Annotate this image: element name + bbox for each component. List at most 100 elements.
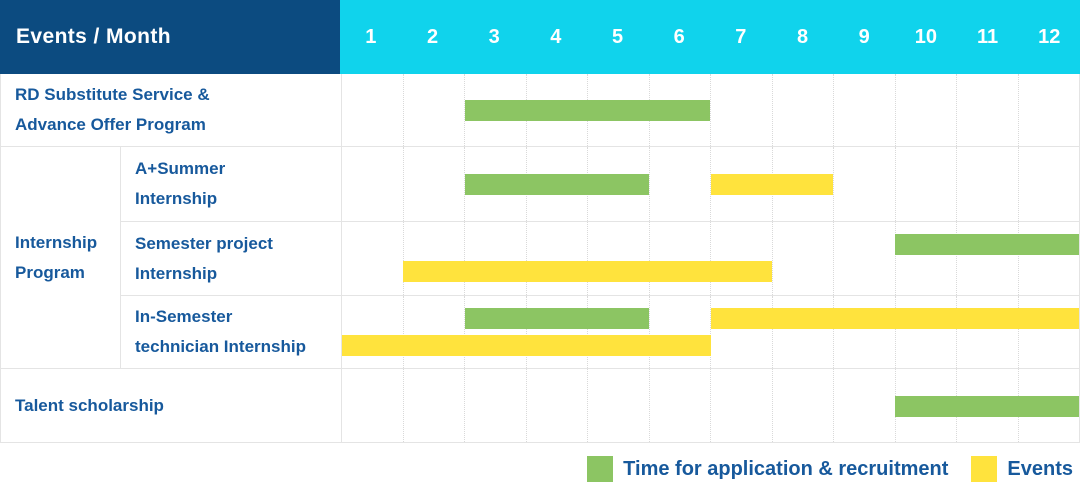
month-grid-cell [464, 296, 526, 368]
header-row: Events / Month 1 2 3 4 5 6 7 8 9 10 11 12 [0, 0, 1080, 74]
month-label-8: 8 [796, 25, 809, 48]
month-grid-cell [342, 296, 403, 368]
events-bar [342, 335, 711, 356]
month-grid-cell [525, 222, 588, 295]
recruitment-bar [894, 395, 1079, 417]
month-grid-cell [342, 74, 403, 146]
events-bar [710, 174, 834, 195]
month-label-1: 1 [365, 25, 377, 48]
legend-label: Time for application & recruitment [623, 457, 949, 480]
chart-row-semester-project-internship [341, 221, 1079, 295]
month-grid-cell [587, 369, 649, 442]
month-grid-cell [464, 222, 526, 295]
month-grid-cell [710, 147, 772, 221]
month-grid-cell [587, 222, 649, 295]
month-grid-cell [1017, 147, 1080, 221]
chart-row-in-semester-technician-internship [341, 295, 1079, 368]
label-line: Talent scholarship [15, 395, 164, 415]
month-label-7: 7 [735, 25, 747, 48]
month-grid-cell [771, 222, 834, 295]
month-label-9: 9 [858, 25, 870, 48]
month-grid-cell [402, 369, 465, 442]
label-line: Internship [15, 232, 98, 252]
month-grid-cell [402, 222, 465, 295]
month-label-5: 5 [611, 25, 624, 48]
month-label-4: 4 [550, 25, 562, 48]
month-grid-cell [402, 296, 465, 368]
recruitment-swatch [587, 456, 614, 482]
month-grid-cell [342, 222, 403, 295]
month-grid-cell [648, 147, 711, 221]
month-grid-cell [771, 296, 834, 368]
events-swatch [971, 456, 998, 482]
row-label-rd-substitute-service: RD Substitute Service & Advance Offer Pro… [1, 74, 341, 146]
month-grid-cell [833, 147, 895, 221]
month-grid-cell [710, 74, 772, 146]
label-line: A+Summer [135, 159, 226, 179]
month-grid-cell [1017, 222, 1080, 295]
chart-row-a-plus-summer-internship [341, 146, 1079, 221]
recruitment-bar [464, 100, 711, 121]
row-label-semester-project-internship: Semester project Internship [121, 221, 341, 295]
chart-row-rd-substitute-service [341, 74, 1079, 146]
month-label-10: 10 [914, 25, 937, 48]
month-gridlines [342, 296, 1079, 368]
month-grid-cell [525, 296, 588, 368]
month-grid-cell [956, 147, 1018, 221]
month-grid-cell [525, 369, 588, 442]
month-grid-cell [1017, 74, 1080, 146]
label-line: technician Internship [135, 337, 306, 356]
month-grid-cell [710, 222, 772, 295]
events-bar [710, 308, 1079, 329]
month-label-6: 6 [673, 25, 685, 48]
month-header-strip: 1 2 3 4 5 6 7 8 9 10 11 12 [340, 0, 1080, 74]
month-grid-cell [956, 74, 1018, 146]
month-grid-cell [464, 369, 526, 442]
month-grid-cell [833, 74, 895, 146]
legend-item-events: Events [971, 456, 1073, 482]
month-grid-cell [894, 296, 957, 368]
month-grid-cell [771, 74, 834, 146]
chart-row-talent-scholarship [341, 368, 1079, 442]
month-grid-cell [587, 296, 649, 368]
label-line: Advance Offer Program [15, 115, 206, 134]
events-bar [403, 261, 772, 282]
month-grid-cell [771, 369, 834, 442]
row-label-talent-scholarship: Talent scholarship [1, 368, 341, 442]
group-label-internship-program: Internship Program [1, 146, 121, 368]
row-label-a-plus-summer-internship: A+Summer Internship [121, 146, 341, 221]
month-grid-cell [648, 369, 711, 442]
month-label-11: 11 [976, 25, 999, 48]
month-grid-cell [833, 369, 895, 442]
month-label-3: 3 [488, 25, 500, 48]
recruitment-bar [464, 174, 650, 195]
month-grid-cell [1017, 296, 1080, 368]
label-line: Semester project [135, 233, 273, 253]
recruitment-bar [464, 308, 650, 329]
legend-label: Events [1007, 457, 1073, 480]
legend: Time for application & recruitment Events [0, 443, 1080, 494]
month-grid-cell [894, 74, 957, 146]
month-grid-cell [402, 74, 465, 146]
chart-body: Internship Program RD Substitute Service &… [0, 74, 1080, 443]
month-grid-cell [342, 147, 403, 221]
month-gridlines [342, 222, 1079, 295]
month-grid-cell [956, 296, 1018, 368]
month-grid-cell [710, 369, 772, 442]
month-grid-cell [342, 369, 403, 442]
recruitment-bar [894, 234, 1079, 255]
label-line: In-Semester [135, 307, 233, 327]
month-label-2: 2 [426, 25, 439, 48]
month-grid-cell [894, 147, 957, 221]
legend-item-recruitment: Time for application & recruitment [587, 456, 948, 482]
month-gridlines [342, 74, 1079, 146]
month-grid-cell [402, 147, 465, 221]
month-grid-cell [833, 222, 895, 295]
month-grid-cell [648, 222, 711, 295]
month-grid-cell [710, 296, 772, 368]
month-grid-cell [956, 222, 1018, 295]
label-line: Program [15, 262, 85, 282]
month-grid-cell [464, 74, 526, 146]
label-line: RD Substitute Service & [15, 85, 210, 105]
